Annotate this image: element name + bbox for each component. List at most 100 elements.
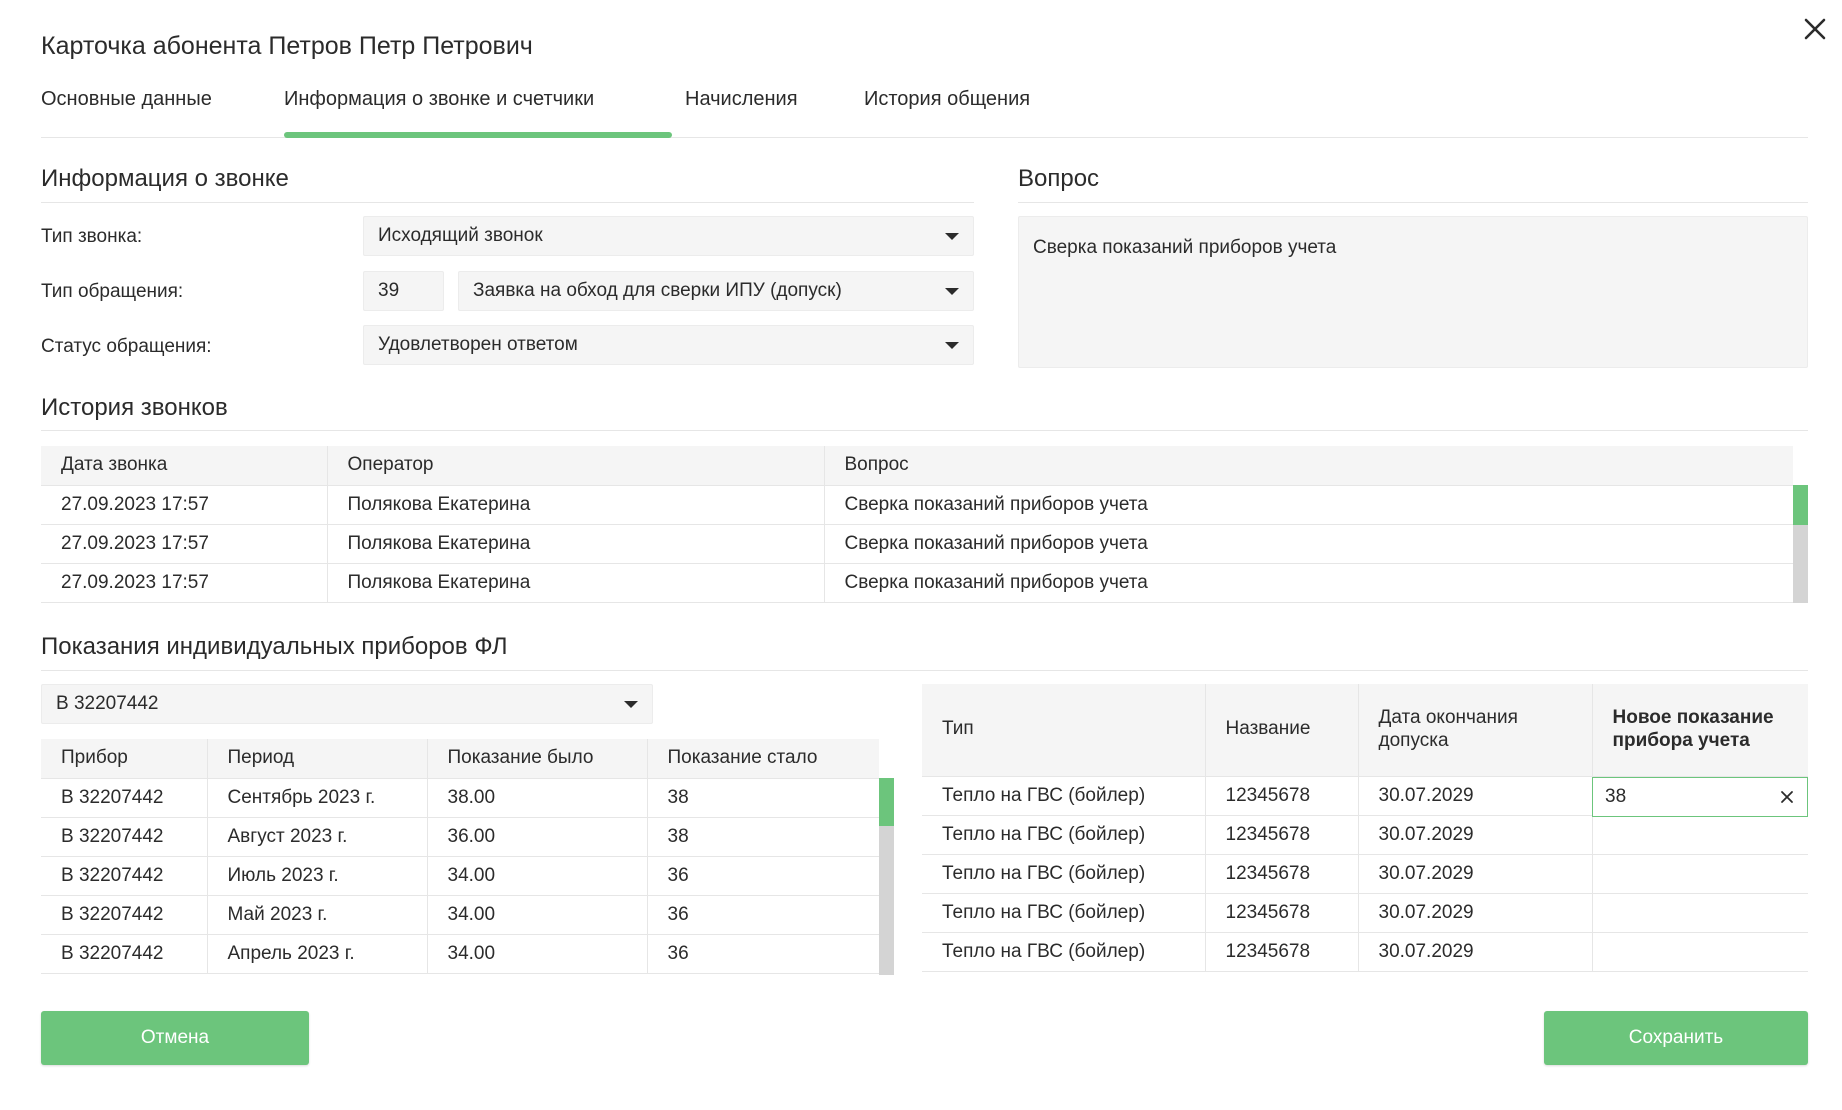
device-type: Тепло на ГВС (бойлер)	[922, 892, 1206, 932]
table-row[interactable]: Тепло на ГВС (бойлер) 12345678 30.07.202…	[922, 892, 1808, 932]
table-row[interactable]: В 32207442 Сентябрь 2023 г. 38.00 38	[41, 777, 879, 817]
column-header[interactable]: Вопрос	[824, 446, 1793, 485]
tab-charges[interactable]: Начисления	[685, 88, 798, 110]
scrollbar-thumb[interactable]	[1793, 485, 1808, 525]
new-reading-value: 38	[1605, 786, 1627, 807]
call-type-select[interactable]: Исходящий звонок	[363, 216, 974, 256]
save-button[interactable]: Сохранить	[1544, 1011, 1808, 1065]
new-reading-input[interactable]: 38	[1592, 777, 1808, 817]
tab-communication-history[interactable]: История общения	[864, 88, 1031, 110]
device-expiry: 30.07.2029	[1358, 814, 1593, 854]
meter-select[interactable]: В 32207442	[41, 684, 653, 724]
close-icon[interactable]	[1800, 14, 1830, 44]
column-header[interactable]: Показание было	[427, 739, 648, 778]
reading-period: Май 2023 г.	[207, 894, 428, 934]
chevron-down-icon	[945, 341, 959, 349]
cancel-button[interactable]: Отмена	[41, 1011, 309, 1065]
device-type: Тепло на ГВС (бойлер)	[922, 775, 1206, 815]
table-row[interactable]: В 32207442 Апрель 2023 г. 34.00 36	[41, 933, 879, 973]
reading-period: Сентябрь 2023 г.	[207, 777, 428, 817]
table-row[interactable]: 27.09.2023 17:57 Полякова Екатерина Свер…	[41, 523, 1793, 563]
reading-now: 38	[647, 816, 879, 856]
device-name: 12345678	[1205, 775, 1359, 815]
call-question: Сверка показаний приборов учета	[824, 523, 1793, 563]
table-row[interactable]: 27.09.2023 17:57 Полякова Екатерина Свер…	[41, 484, 1793, 524]
request-status-label: Статус обращения:	[41, 336, 212, 357]
table-row[interactable]: 27.09.2023 17:57 Полякова Екатерина Свер…	[41, 562, 1793, 602]
request-type-code-field[interactable]: 39	[363, 271, 444, 311]
scrollbar-track[interactable]	[879, 778, 894, 975]
devices-table: Тип Название Дата окончания допуска Ново…	[922, 684, 1808, 972]
column-header[interactable]: Дата звонка	[41, 446, 328, 485]
call-question: Сверка показаний приборов учета	[824, 562, 1793, 602]
call-operator: Полякова Екатерина	[327, 562, 825, 602]
reading-device: В 32207442	[41, 894, 208, 934]
page-title: Карточка абонента Петров Петр Петрович	[41, 32, 533, 60]
readings-table: Прибор Период Показание было Показание с…	[41, 739, 879, 974]
scrollbar-thumb[interactable]	[879, 778, 894, 826]
call-date: 27.09.2023 17:57	[41, 562, 328, 602]
call-type-value: Исходящий звонок	[378, 225, 543, 246]
new-reading-cell[interactable]	[1592, 853, 1808, 893]
device-expiry: 30.07.2029	[1358, 892, 1593, 932]
active-tab-indicator	[284, 132, 672, 138]
divider	[41, 670, 1808, 671]
call-operator: Полякова Екатерина	[327, 484, 825, 524]
reading-now: 36	[647, 855, 879, 895]
device-name: 12345678	[1205, 814, 1359, 854]
device-name: 12345678	[1205, 853, 1359, 893]
question-text: Сверка показаний приборов учета	[1033, 237, 1337, 258]
table-row[interactable]: В 32207442 Май 2023 г. 34.00 36	[41, 894, 879, 934]
request-status-value: Удовлетворен ответом	[378, 334, 578, 355]
question-text-box[interactable]: Сверка показаний приборов учета	[1018, 216, 1808, 368]
table-row[interactable]: В 32207442 Июль 2023 г. 34.00 36	[41, 855, 879, 895]
meter-select-value: В 32207442	[56, 693, 159, 714]
request-status-select[interactable]: Удовлетворен ответом	[363, 325, 974, 365]
reading-device: В 32207442	[41, 933, 208, 973]
device-expiry: 30.07.2029	[1358, 775, 1593, 815]
device-type: Тепло на ГВС (бойлер)	[922, 853, 1206, 893]
call-operator: Полякова Екатерина	[327, 523, 825, 563]
call-history-table: Дата звонка Оператор Вопрос 27.09.2023 1…	[41, 446, 1793, 603]
column-header[interactable]: Дата окончания допуска	[1358, 684, 1593, 776]
column-header[interactable]: Новое показание прибора учета	[1592, 684, 1808, 776]
column-header[interactable]: Название	[1205, 684, 1359, 776]
reading-period: Июль 2023 г.	[207, 855, 428, 895]
reading-was: 36.00	[427, 816, 648, 856]
reading-now: 36	[647, 894, 879, 934]
request-type-value: Заявка на обход для сверки ИПУ (допуск)	[473, 280, 842, 301]
call-info-heading: Информация о звонке	[41, 165, 289, 192]
chevron-down-icon	[624, 700, 638, 708]
reading-device: В 32207442	[41, 855, 208, 895]
divider	[1018, 202, 1808, 203]
table-row[interactable]: Тепло на ГВС (бойлер) 12345678 30.07.202…	[922, 814, 1808, 854]
request-type-select[interactable]: Заявка на обход для сверки ИПУ (допуск)	[458, 271, 974, 311]
call-date: 27.09.2023 17:57	[41, 523, 328, 563]
new-reading-cell[interactable]	[1592, 931, 1808, 971]
column-header[interactable]: Показание стало	[647, 739, 879, 778]
table-row[interactable]: В 32207442 Август 2023 г. 36.00 38	[41, 816, 879, 856]
reading-device: В 32207442	[41, 816, 208, 856]
column-header[interactable]: Оператор	[327, 446, 825, 485]
tab-call-info-and-meters[interactable]: Информация о звонке и счетчики	[284, 88, 595, 110]
call-type-label: Тип звонка:	[41, 226, 143, 247]
new-reading-cell[interactable]	[1592, 814, 1808, 854]
reading-period: Август 2023 г.	[207, 816, 428, 856]
column-header[interactable]: Тип	[922, 684, 1206, 776]
reading-was: 34.00	[427, 933, 648, 973]
new-reading-cell[interactable]	[1592, 892, 1808, 932]
device-type: Тепло на ГВС (бойлер)	[922, 814, 1206, 854]
column-header[interactable]: Период	[207, 739, 428, 778]
device-name: 12345678	[1205, 892, 1359, 932]
column-header[interactable]: Прибор	[41, 739, 208, 778]
divider	[41, 430, 1808, 431]
table-row[interactable]: Тепло на ГВС (бойлер) 12345678 30.07.202…	[922, 853, 1808, 893]
clear-icon[interactable]	[1779, 789, 1795, 805]
device-type: Тепло на ГВС (бойлер)	[922, 931, 1206, 971]
call-question: Сверка показаний приборов учета	[824, 484, 1793, 524]
table-row[interactable]: Тепло на ГВС (бойлер) 12345678 30.07.202…	[922, 931, 1808, 971]
request-type-label: Тип обращения:	[41, 281, 184, 302]
chevron-down-icon	[945, 287, 959, 295]
tab-basic-data[interactable]: Основные данные	[41, 88, 212, 110]
reading-was: 38.00	[427, 777, 648, 817]
